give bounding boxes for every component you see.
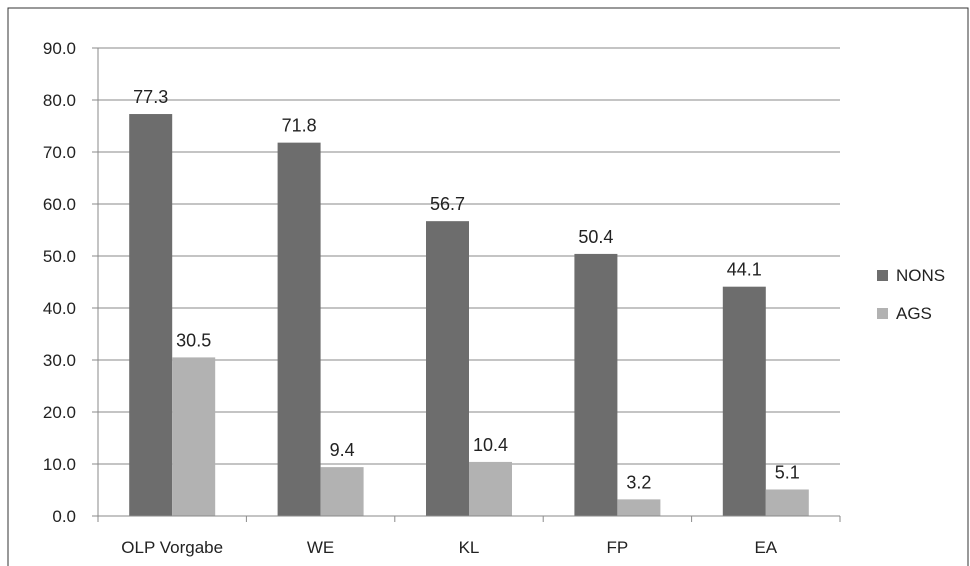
legend-swatch-nons	[877, 270, 888, 281]
bar-ags	[320, 467, 364, 516]
x-tick-label: FP	[607, 538, 629, 557]
data-label: 9.4	[330, 440, 355, 460]
bar-nons	[426, 221, 469, 516]
data-label: 3.2	[626, 472, 651, 492]
y-tick-label: 90.0	[43, 39, 76, 58]
x-tick-label: WE	[307, 538, 334, 557]
bar-nons	[277, 142, 321, 516]
x-tick-label: OLP Vorgabe	[121, 538, 223, 557]
legend: NONS AGS	[877, 266, 945, 323]
legend-label: NONS	[896, 266, 945, 285]
bar-nons	[129, 114, 173, 516]
x-tick-label: EA	[754, 538, 777, 557]
data-label: 71.8	[282, 116, 317, 136]
bar-ags	[469, 461, 512, 516]
y-tick-label: 0.0	[52, 507, 76, 526]
y-tick-label: 50.0	[43, 247, 76, 266]
y-tick-label: 20.0	[43, 403, 76, 422]
y-tick-label: 60.0	[43, 195, 76, 214]
data-label: 77.3	[133, 87, 168, 107]
bar-ags	[617, 499, 661, 516]
labels: 0.0 10.0 20.0 30.0 40.0 50.0 60.0 70.0 80.0 90.0 O…	[43, 39, 800, 557]
bar-nons	[722, 286, 766, 516]
legend-swatch-ags	[877, 308, 888, 319]
y-tick-label: 40.0	[43, 299, 76, 318]
data-label: 5.1	[775, 462, 800, 482]
data-label: 10.4	[473, 435, 508, 455]
y-tick-label: 80.0	[43, 91, 76, 110]
axes	[92, 47, 841, 522]
x-tick-label: KL	[459, 538, 480, 557]
y-tick-label: 70.0	[43, 143, 76, 162]
data-label: 56.7	[430, 194, 465, 214]
bars	[129, 114, 809, 517]
bar-nons	[574, 253, 618, 517]
legend-label: AGS	[896, 304, 932, 323]
chart-frame	[7, 7, 969, 566]
y-tick-label: 10.0	[43, 455, 76, 474]
y-tick-label: 30.0	[43, 351, 76, 370]
data-label: 30.5	[176, 330, 211, 350]
bar-ags	[172, 357, 216, 516]
data-label: 50.4	[578, 227, 613, 247]
data-label: 44.1	[727, 260, 762, 280]
bar-ags	[765, 489, 809, 516]
